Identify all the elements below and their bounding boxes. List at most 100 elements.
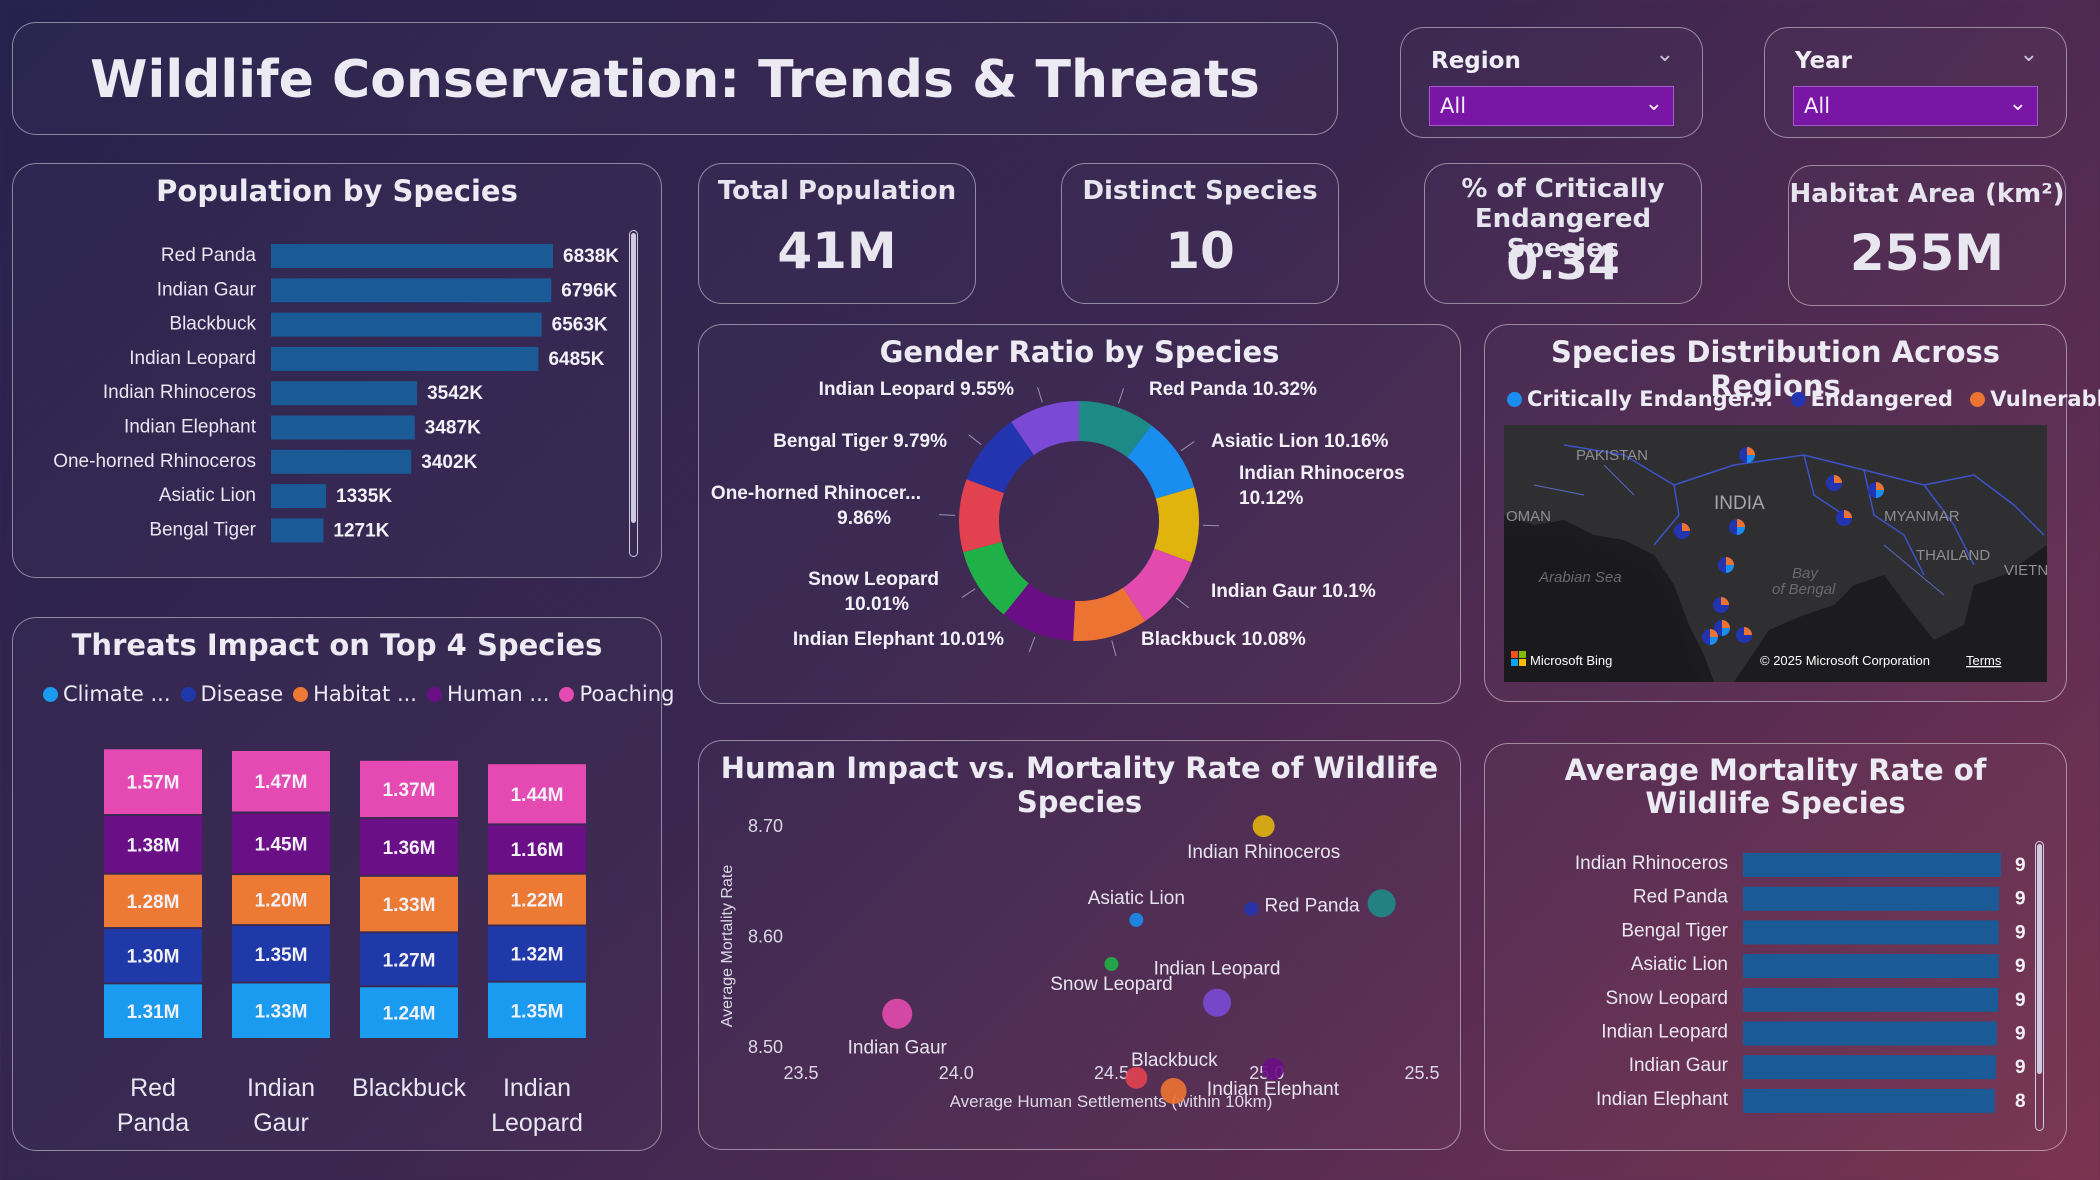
stacked-segment[interactable] (360, 760, 458, 817)
scrollbar[interactable] (2035, 841, 2044, 1131)
legend-item[interactable]: Climate ... (43, 682, 171, 706)
map-copyright: © 2025 Microsoft Corporation (1760, 653, 1930, 668)
bar[interactable] (1743, 1021, 1997, 1046)
chart-title: Human Impact vs. Mortality Rate of Wildl… (720, 751, 1439, 819)
map-terms-link[interactable]: Terms (1966, 653, 2002, 668)
donut-slice[interactable] (1011, 401, 1079, 455)
legend-swatch (427, 687, 442, 702)
bar[interactable] (1743, 853, 2001, 877)
bar[interactable] (271, 312, 542, 337)
donut-slice[interactable] (1123, 548, 1192, 622)
scatter-point[interactable] (1244, 901, 1259, 916)
slice-label: Indian Gaur 10.1% (1211, 581, 1376, 602)
bar[interactable] (1743, 954, 1999, 979)
scrollbar-thumb[interactable] (631, 233, 636, 523)
bar[interactable] (271, 381, 418, 406)
data-label: 9 (2015, 990, 2026, 1011)
bar[interactable] (271, 415, 415, 440)
stacked-segment[interactable] (360, 987, 458, 1038)
bar[interactable] (1743, 1088, 1995, 1113)
donut-slice[interactable] (1127, 425, 1195, 499)
land-mass (1504, 425, 2047, 682)
slice-label: Blackbuck 10.08% (1141, 629, 1306, 650)
slice-label: Red Panda 10.32% (1149, 379, 1317, 400)
donut-slice[interactable] (959, 479, 1005, 553)
scatter-point[interactable] (1203, 988, 1232, 1017)
map-pie-slice (1744, 635, 1752, 643)
map-label: Bay (1792, 565, 1819, 582)
scatter-point[interactable] (1261, 1057, 1284, 1080)
data-label: 1.45M (255, 834, 308, 855)
x-axis-title: Average Human Settlements (within 10km) (950, 1092, 1273, 1111)
stacked-segment[interactable] (488, 982, 586, 1038)
donut-slice[interactable] (1003, 583, 1076, 641)
scatter-point[interactable] (1252, 815, 1275, 838)
chevron-down-icon[interactable]: ⌄ (1655, 42, 1674, 67)
donut-slice[interactable] (966, 421, 1034, 494)
data-label: 9 (2015, 855, 2026, 876)
stacked-segment[interactable] (104, 816, 202, 873)
legend-label: Poaching (579, 682, 675, 706)
bar[interactable] (271, 449, 412, 474)
data-label: 1.32M (511, 945, 564, 966)
stacked-segment[interactable] (232, 751, 330, 812)
leader-line (1202, 524, 1219, 527)
map-label: OMAN (1506, 508, 1551, 525)
point-label: Indian Gaur (848, 1038, 948, 1059)
stacked-segment[interactable] (232, 875, 330, 925)
legend-item[interactable]: Human ... (427, 682, 549, 706)
scatter-point[interactable] (1104, 957, 1119, 972)
stacked-segment[interactable] (104, 749, 202, 815)
map-canvas[interactable]: PAKISTAN INDIA OMAN MYANMAR THAILAND VIE… (1504, 425, 2047, 682)
bar[interactable] (1743, 1055, 1996, 1080)
legend-item[interactable]: Poaching (559, 682, 674, 706)
scatter-point[interactable] (882, 998, 913, 1029)
scatter-point[interactable] (1129, 912, 1144, 927)
bar[interactable] (271, 518, 324, 543)
donut-slice[interactable] (1079, 401, 1152, 458)
bar[interactable] (271, 244, 553, 268)
scrollbar-thumb[interactable] (2037, 844, 2042, 1074)
scatter-point[interactable] (1160, 1078, 1187, 1104)
bar[interactable] (271, 278, 552, 303)
donut-slice[interactable] (1154, 487, 1199, 563)
legend-item[interactable]: Disease (180, 682, 283, 706)
stacked-segment[interactable] (488, 926, 586, 981)
donut-slice[interactable] (963, 541, 1029, 615)
scatter-point[interactable] (1367, 889, 1396, 918)
stacked-segment[interactable] (488, 764, 586, 824)
bar[interactable] (1743, 987, 1999, 1012)
slice-label: Asiatic Lion 10.16% (1211, 431, 1389, 452)
data-label: 1.47M (255, 772, 308, 793)
year-dropdown[interactable]: All ⌄ (1793, 86, 2038, 126)
scatter-point[interactable] (1125, 1066, 1148, 1089)
stacked-segment[interactable] (232, 926, 330, 982)
leader-line (1118, 388, 1125, 404)
scrollbar[interactable] (629, 230, 638, 557)
stacked-segment[interactable] (360, 933, 458, 986)
bar[interactable] (271, 346, 539, 371)
stacked-segment[interactable] (488, 825, 586, 873)
data-label: 1335K (336, 486, 392, 507)
data-label: 6796K (561, 280, 617, 301)
legend-item[interactable]: Habitat ... (293, 682, 417, 706)
stacked-segment[interactable] (104, 929, 202, 983)
stacked-segment[interactable] (104, 984, 202, 1038)
stacked-segment[interactable] (360, 876, 458, 932)
x-tick-label: 23.5 (783, 1063, 818, 1083)
region-dropdown[interactable]: All ⌄ (1429, 86, 1674, 126)
stacked-segment[interactable] (232, 813, 330, 874)
stacked-segment[interactable] (360, 819, 458, 875)
map-pie-markers[interactable] (1674, 447, 1884, 645)
leader-line (961, 588, 976, 598)
stacked-segment[interactable] (104, 874, 202, 928)
chevron-down-icon[interactable]: ⌄ (2019, 42, 2038, 67)
stacked-segment[interactable] (232, 983, 330, 1038)
stacked-segment[interactable] (488, 874, 586, 925)
bar[interactable] (1743, 920, 1999, 945)
bar[interactable] (1743, 886, 1999, 911)
legend-label: Human ... (447, 682, 550, 706)
donut-slice[interactable] (1073, 587, 1146, 641)
bar[interactable] (271, 484, 327, 509)
category-label: Indian Elephant (1596, 1089, 1729, 1110)
